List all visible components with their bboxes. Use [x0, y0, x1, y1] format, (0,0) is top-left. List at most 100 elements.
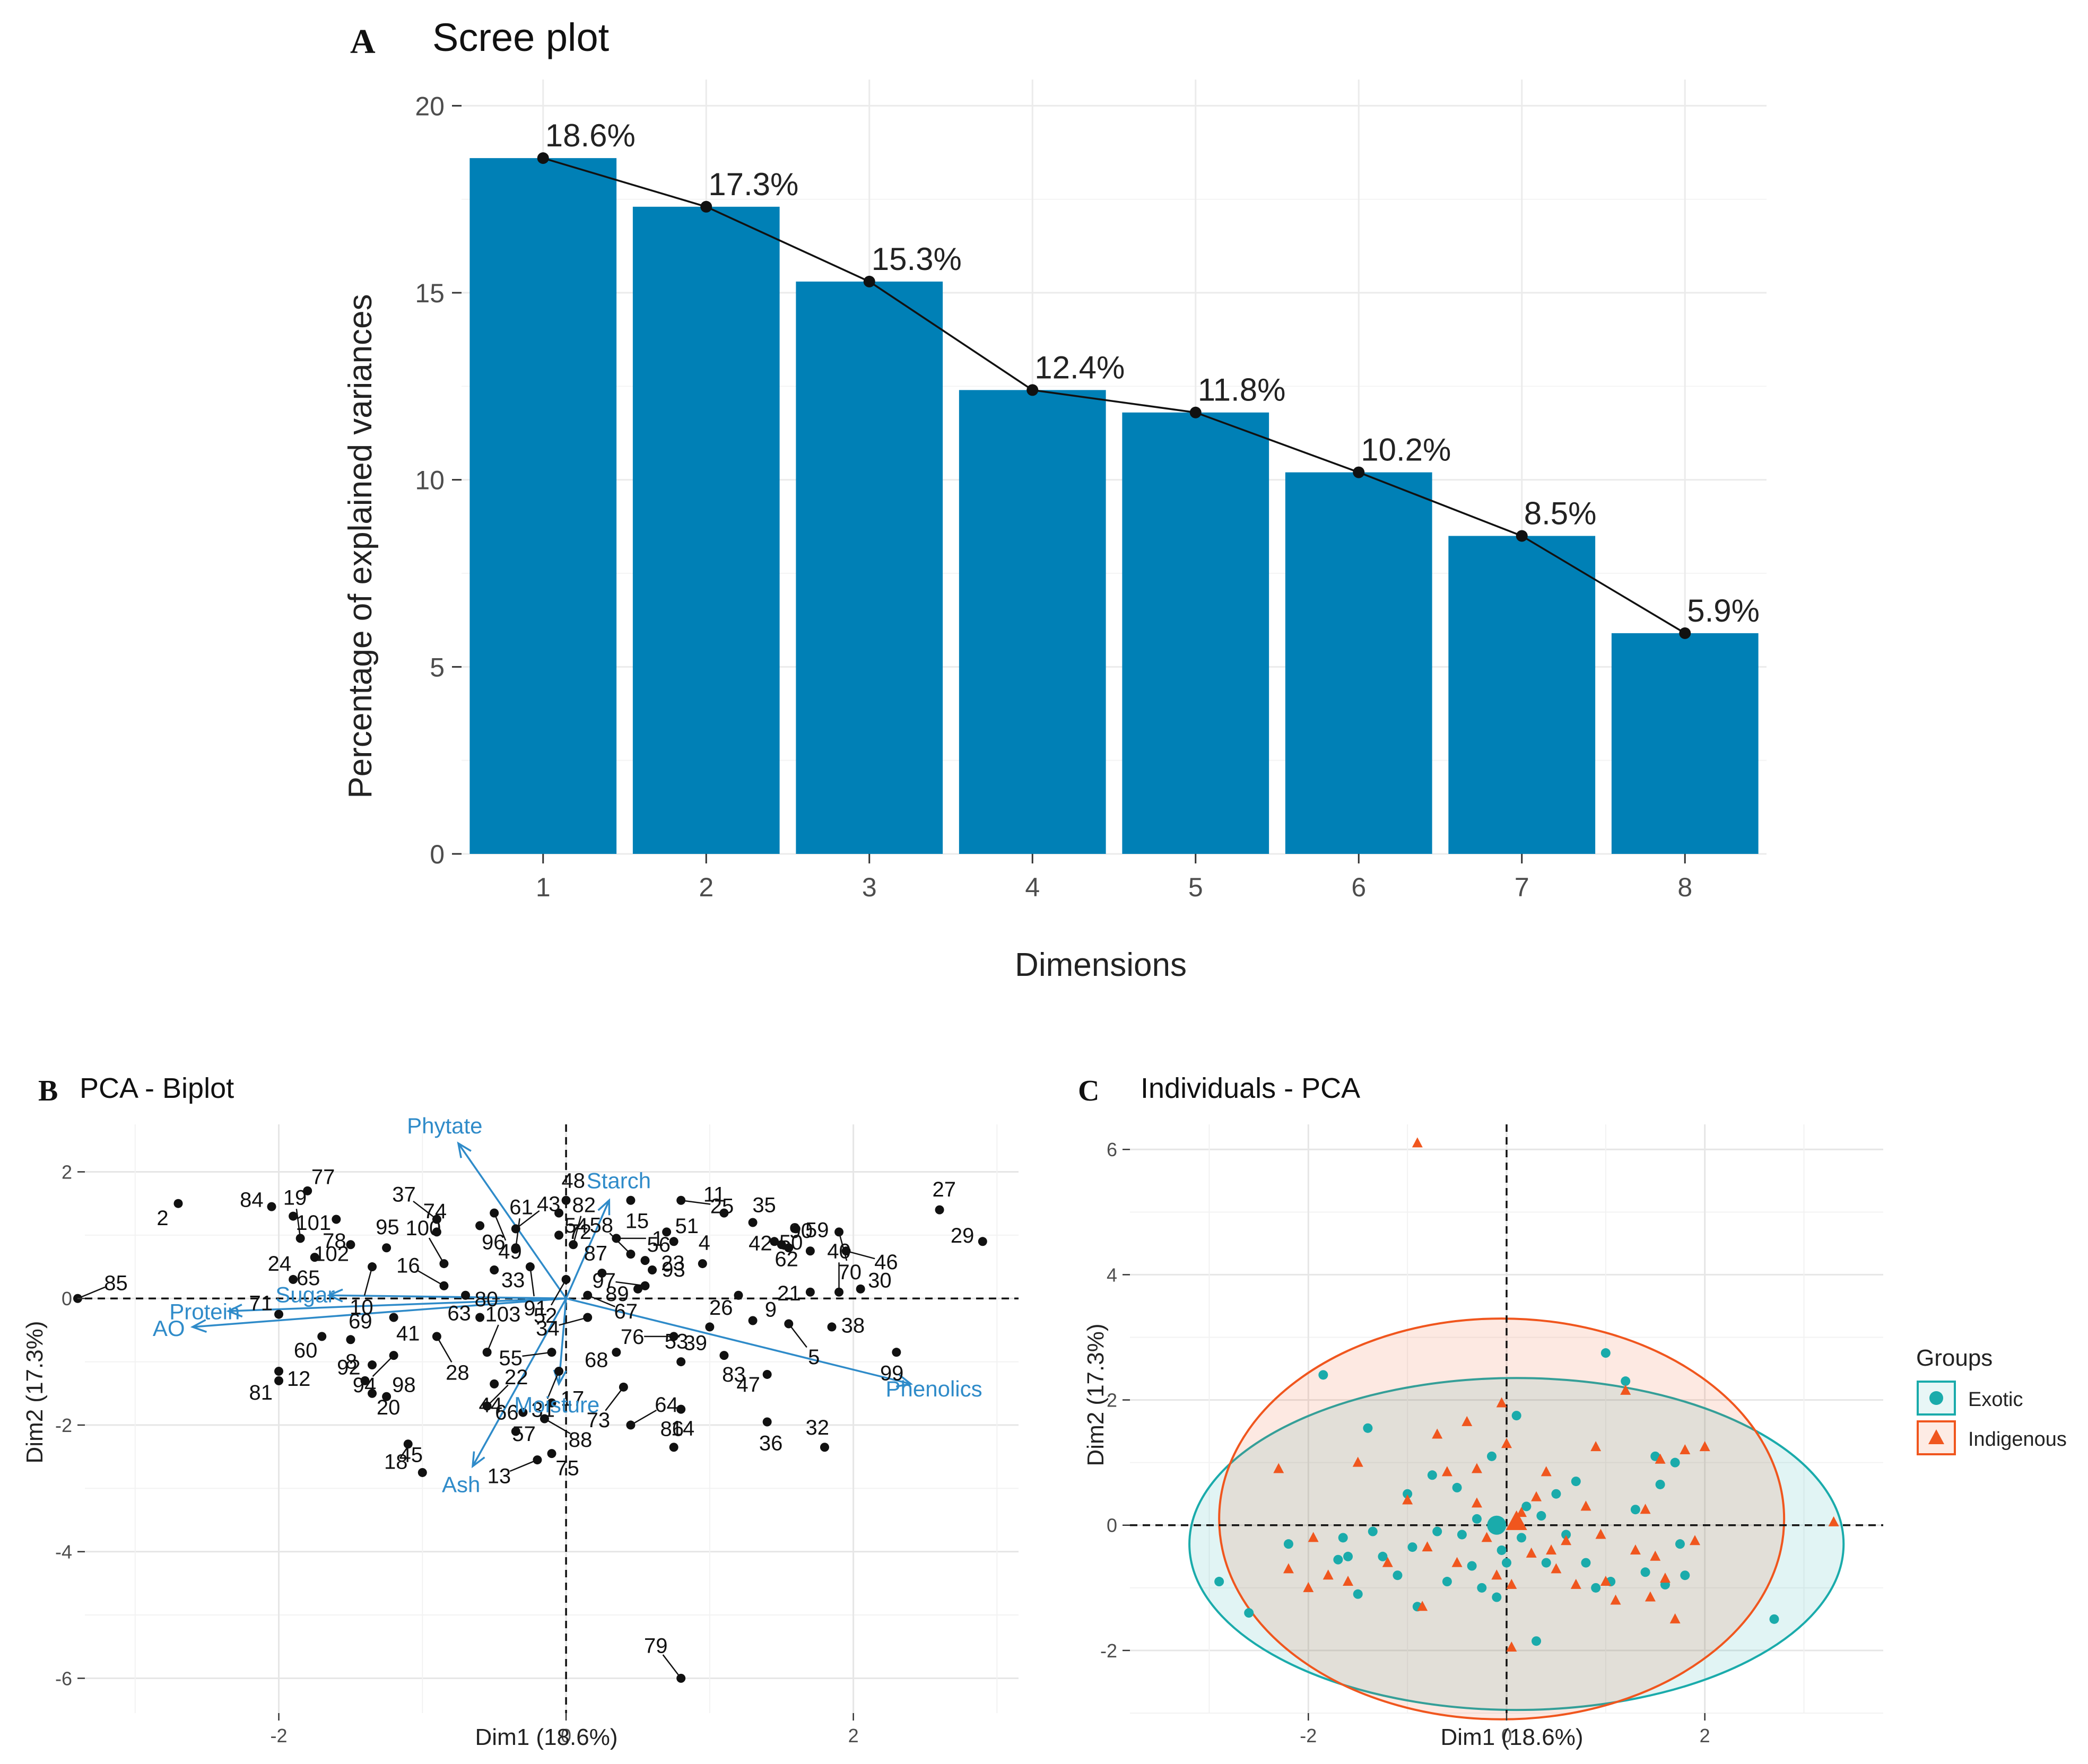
biplot-point-label: 90 — [789, 1219, 813, 1243]
biplot-point — [820, 1443, 829, 1452]
scree-bar — [959, 390, 1106, 854]
biplot-point-label: 33 — [501, 1269, 525, 1292]
biplot-point-label: 87 — [584, 1242, 607, 1265]
biplot-point — [482, 1348, 492, 1357]
scree-data-label: 17.3% — [708, 167, 798, 202]
scree-trend-point — [700, 200, 712, 213]
legend-key-exotic — [1917, 1381, 1956, 1416]
individuals-point-exotic — [1591, 1583, 1601, 1593]
biplot-point — [511, 1243, 520, 1253]
biplot-arrowhead — [327, 1288, 343, 1303]
biplot-point — [676, 1195, 686, 1205]
scree-bar — [1122, 412, 1269, 854]
biplot-point-label: 19 — [283, 1186, 307, 1210]
individuals-y-tick-label: -2 — [1100, 1640, 1117, 1662]
biplot-point-label: 83 — [722, 1363, 746, 1386]
biplot-point — [583, 1313, 593, 1322]
biplot-point-label: 11 — [703, 1183, 726, 1207]
biplot-point-label: 81 — [249, 1381, 273, 1404]
individuals-point-indigenous — [1531, 1491, 1542, 1501]
individuals-point-indigenous — [1526, 1547, 1537, 1558]
individuals-point-exotic — [1467, 1561, 1477, 1571]
individuals-point-exotic — [1403, 1489, 1413, 1499]
individuals-point-exotic — [1630, 1505, 1640, 1515]
biplot-point — [935, 1205, 944, 1215]
scree-line — [537, 152, 1691, 639]
individuals-point-indigenous — [1441, 1466, 1452, 1477]
scree-data-label: 10.2% — [1361, 432, 1451, 468]
individuals-point-indigenous — [1659, 1573, 1671, 1583]
individuals-point-indigenous — [1451, 1557, 1463, 1567]
individuals-point-indigenous — [1382, 1557, 1393, 1567]
biplot-point — [417, 1468, 427, 1477]
biplot-point-label: 32 — [806, 1416, 830, 1439]
biplot-point-label: 77 — [311, 1165, 335, 1189]
biplot-point — [303, 1186, 312, 1195]
biplot-point — [698, 1259, 707, 1269]
biplot-point — [310, 1253, 319, 1262]
biplot-point — [289, 1211, 298, 1221]
biplot-point-label: 91 — [524, 1297, 547, 1320]
biplot-point-label: 85 — [104, 1271, 128, 1295]
individuals-point-indigenous — [1412, 1137, 1423, 1148]
individuals-point-exotic — [1675, 1539, 1685, 1549]
biplot-point-label: 70 — [838, 1261, 862, 1284]
individuals-point-exotic — [1452, 1482, 1462, 1492]
biplot-arrowhead — [457, 1141, 472, 1158]
biplot-label-leader — [605, 1386, 624, 1411]
biplot-y-tick-label: 0 — [62, 1288, 72, 1309]
biplot-point-label: 49 — [498, 1240, 522, 1263]
scree-data-label: 18.6% — [545, 118, 636, 153]
biplot-point — [511, 1427, 520, 1436]
biplot-point — [461, 1290, 471, 1300]
biplot-point-label: 103 — [485, 1303, 521, 1326]
biplot-point — [368, 1262, 377, 1272]
individuals-point-exotic — [1486, 1451, 1497, 1461]
scree-trend-point — [1189, 406, 1202, 418]
biplot-label-leader — [550, 1279, 567, 1306]
biplot-point-label: 1 — [652, 1227, 664, 1251]
biplot-point — [317, 1332, 327, 1341]
scree-bar — [1611, 633, 1759, 854]
biplot-point-label: 52 — [534, 1304, 558, 1328]
biplot-point — [612, 1234, 621, 1243]
biplot-label-leader — [363, 1267, 373, 1296]
biplot-label-leader — [572, 1216, 582, 1245]
individuals-point-exotic — [1581, 1558, 1591, 1568]
biplot-variable-label: AO — [153, 1316, 185, 1341]
individuals-point-indigenous — [1570, 1578, 1581, 1589]
scree-trend-point — [1353, 466, 1365, 478]
biplot-point-label: 10 — [350, 1296, 373, 1319]
biplot-point-label: 36 — [759, 1431, 783, 1455]
biplot-y-tick-label: 2 — [62, 1162, 72, 1183]
biplot-point-label: 86 — [660, 1417, 684, 1440]
biplot-point — [834, 1227, 844, 1237]
biplot-arrowhead — [597, 1198, 611, 1216]
individuals-y-tick-label: 6 — [1107, 1139, 1117, 1160]
biplot-arrowhead — [896, 1374, 914, 1388]
biplot-point — [805, 1246, 815, 1256]
biplot-variable-arrow — [472, 1298, 567, 1467]
biplot-label-leader — [846, 1250, 875, 1260]
individuals-y-tick-label: 4 — [1107, 1264, 1117, 1286]
biplot-point — [332, 1215, 341, 1224]
biplot-point-labels: 1245891011121314151617181920212223242526… — [104, 1165, 974, 1657]
biplot-point-label: 18 — [384, 1451, 408, 1474]
biplot-point — [173, 1199, 183, 1208]
individuals-point-exotic — [1621, 1376, 1631, 1386]
biplot-y-tick-label: -6 — [55, 1667, 72, 1689]
biplot-x-tick-label: -2 — [271, 1725, 288, 1746]
biplot-point-label: 88 — [569, 1428, 593, 1452]
individuals-point-exotic — [1477, 1583, 1487, 1593]
biplot-point-label: 69 — [349, 1309, 372, 1333]
scree-data-label: 12.4% — [1034, 350, 1125, 385]
panel-a-title: Scree plot — [432, 15, 610, 59]
biplot-point — [633, 1284, 642, 1294]
biplot-point-label: 80 — [475, 1288, 499, 1311]
biplot-point — [978, 1237, 987, 1246]
biplot-point — [561, 1195, 571, 1205]
legend-title: Groups — [1916, 1345, 1993, 1371]
biplot-point — [734, 1290, 743, 1300]
biplot-variable-arrow — [457, 1142, 567, 1299]
